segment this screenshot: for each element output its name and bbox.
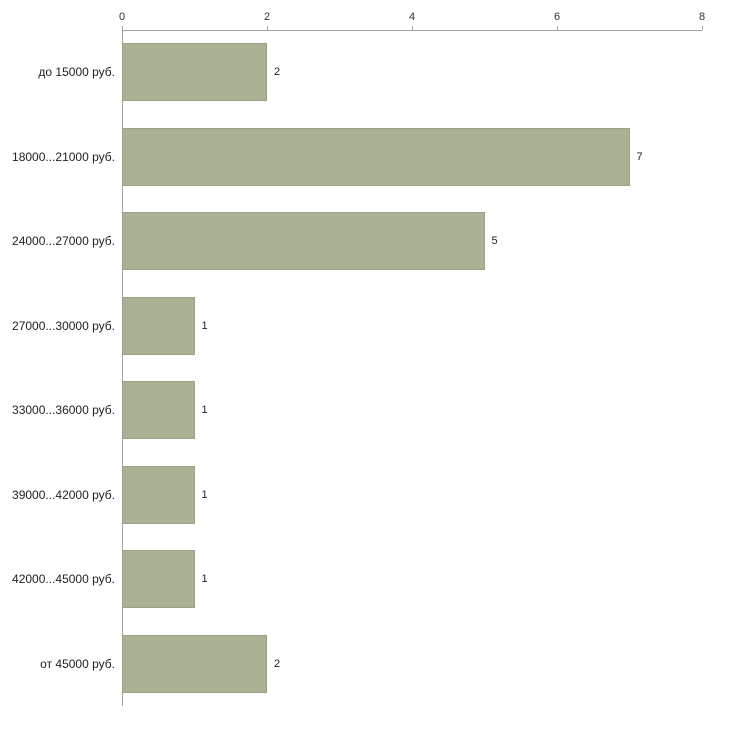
bar-value-label: 7 (636, 150, 643, 163)
bar-rows: до 15000 руб. 2 18000...21000 руб. 7 24000..… (0, 30, 730, 706)
x-tick-mark (557, 26, 558, 30)
bar (122, 634, 267, 693)
bar-value-label: 5 (491, 235, 498, 248)
x-tick-label: 2 (263, 11, 271, 23)
x-axis-line (122, 30, 702, 31)
x-tick-label: 4 (408, 11, 416, 23)
bar (122, 127, 630, 186)
bar-row: 27000...30000 руб. 1 (0, 284, 730, 369)
bar-row: от 45000 руб. 2 (0, 622, 730, 707)
bar-value-label: 1 (201, 404, 208, 417)
category-label: 18000...21000 руб. (12, 149, 115, 164)
x-tick-label: 0 (118, 11, 126, 23)
bar-value-label: 1 (201, 488, 208, 501)
bar (122, 43, 267, 102)
x-tick-mark (122, 26, 123, 30)
category-label: 39000...42000 руб. (12, 487, 115, 502)
category-label: 33000...36000 руб. (12, 403, 115, 418)
category-label: 27000...30000 руб. (12, 318, 115, 333)
bar-row: 24000...27000 руб. 5 (0, 199, 730, 284)
bar-value-label: 2 (274, 66, 281, 79)
x-tick-mark (412, 26, 413, 30)
bar-value-label: 1 (201, 319, 208, 332)
bar (122, 381, 195, 440)
category-label: 42000...45000 руб. (12, 572, 115, 587)
x-tick-mark (702, 26, 703, 30)
x-tick-mark (267, 26, 268, 30)
bar-row: до 15000 руб. 2 (0, 30, 730, 115)
bar-row: 33000...36000 руб. 1 (0, 368, 730, 453)
bar (122, 212, 485, 271)
bar-row: 39000...42000 руб. 1 (0, 453, 730, 538)
category-label: 24000...27000 руб. (12, 234, 115, 249)
bar-value-label: 2 (274, 657, 281, 670)
x-tick-label: 8 (698, 11, 706, 23)
bar (122, 465, 195, 524)
category-label: от 45000 руб. (40, 656, 115, 671)
bar-row: 18000...21000 руб. 7 (0, 115, 730, 200)
bar-value-label: 1 (201, 573, 208, 586)
x-tick-label: 6 (553, 11, 561, 23)
y-axis-line (122, 30, 123, 706)
bar-row: 42000...45000 руб. 1 (0, 537, 730, 622)
bar (122, 550, 195, 609)
category-label: до 15000 руб. (38, 65, 115, 80)
bar (122, 296, 195, 355)
